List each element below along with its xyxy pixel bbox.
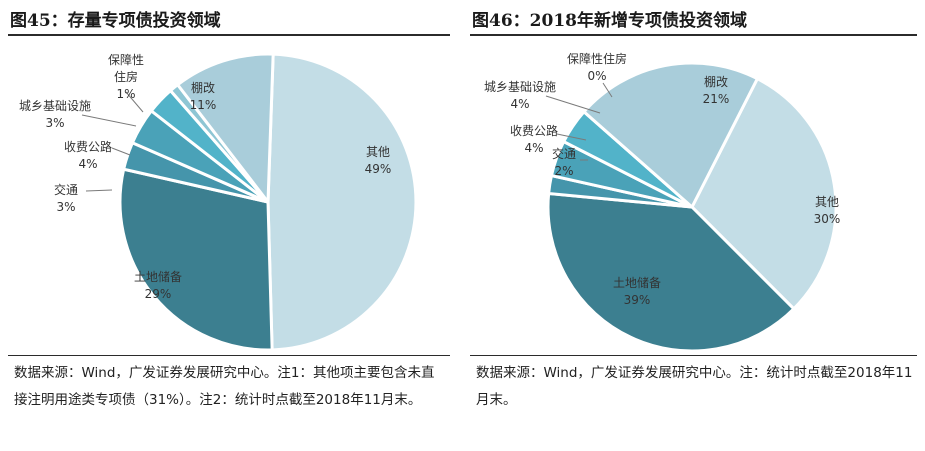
pie-chart: 其他 30% 土地储备 39% 交通 2% 收费公路 4% 城乡基础设施 4% 保障性住房 0% 棚改 2…: [484, 51, 841, 353]
slice-name-label: 土地储备: [613, 275, 661, 290]
slice-name-label: 其他: [815, 195, 839, 209]
source-note: 数据来源：Wind，广发证券发展研究中心。注1：其他项主要包含未直接注明用途类专…: [14, 365, 435, 408]
title-rule: [470, 34, 917, 36]
slice-percent-label: 4%: [524, 141, 543, 155]
note-rule: [8, 355, 450, 356]
note-rule: [470, 355, 917, 356]
slice-percent-label: 4%: [510, 97, 529, 111]
slice-name-label: 城乡基础设施: [484, 80, 556, 94]
leader-line: [125, 91, 144, 113]
slice-percent-label: 3%: [56, 200, 75, 214]
slice-percent-label: 1%: [116, 87, 135, 101]
slice-percent-label: 49%: [365, 162, 392, 176]
slice-name-label: 棚改: [191, 80, 215, 95]
pie-slice-棚改: [175, 52, 275, 207]
leader-line: [556, 133, 587, 141]
pie-slice-其他: [266, 52, 418, 352]
chart-title: 图46：2018年新增专项债投资领域: [472, 11, 747, 31]
slice-name-label: 收费公路: [510, 123, 558, 138]
slice-percent-label: 11%: [190, 98, 217, 112]
pie-slice-棚改: [581, 61, 760, 210]
pie-slice-其他: [690, 76, 838, 311]
slice-name-label: 保障性: [108, 52, 144, 67]
chart-panel-right: 图46：2018年新增专项债投资领域 其他 30% 土地储备 39% 交通 2% 收费公路 4…: [470, 0, 917, 451]
slice-percent-label: 2%: [554, 164, 573, 178]
slice-percent-label: 21%: [703, 92, 730, 106]
slice-percent-label: 39%: [624, 293, 651, 307]
slice-name-label: 其他: [366, 145, 390, 159]
pie-slice-土地储备: [118, 167, 274, 352]
slice-percent-label: 4%: [78, 157, 97, 171]
source-note: 数据来源：Wind，广发证券发展研究中心。注：统计时点截至2018年11月末。: [476, 365, 913, 408]
pie-slice-土地储备: [546, 191, 796, 353]
leader-line: [85, 189, 113, 192]
leader-line: [545, 95, 601, 114]
slice-percent-label: 30%: [814, 212, 841, 226]
slice-name-label: 住房: [114, 69, 138, 84]
slice-percent-label: 3%: [45, 116, 64, 130]
leader-line: [602, 82, 613, 98]
slice-percent-label: 0%: [587, 69, 606, 83]
chart-panel-left: 图45：存量专项债投资领域 其他 49% 土地储备 29% 交通 3% 收费公路 4% 城乡基础…: [8, 0, 450, 451]
leader-line: [111, 147, 131, 156]
title-rule: [8, 34, 450, 36]
slice-name-label: 收费公路: [64, 139, 112, 154]
slice-name-label: 交通: [54, 182, 78, 197]
slice-name-label: 棚改: [704, 74, 728, 89]
slice-name-label: 保障性住房: [567, 51, 627, 66]
chart-title: 图45：存量专项债投资领域: [10, 11, 221, 31]
slice-percent-label: 29%: [145, 287, 172, 301]
slice-name-label: 交通: [552, 146, 576, 161]
slice-name-label: 土地储备: [134, 269, 182, 284]
slice-name-label: 城乡基础设施: [19, 99, 91, 113]
leader-line: [81, 114, 137, 127]
